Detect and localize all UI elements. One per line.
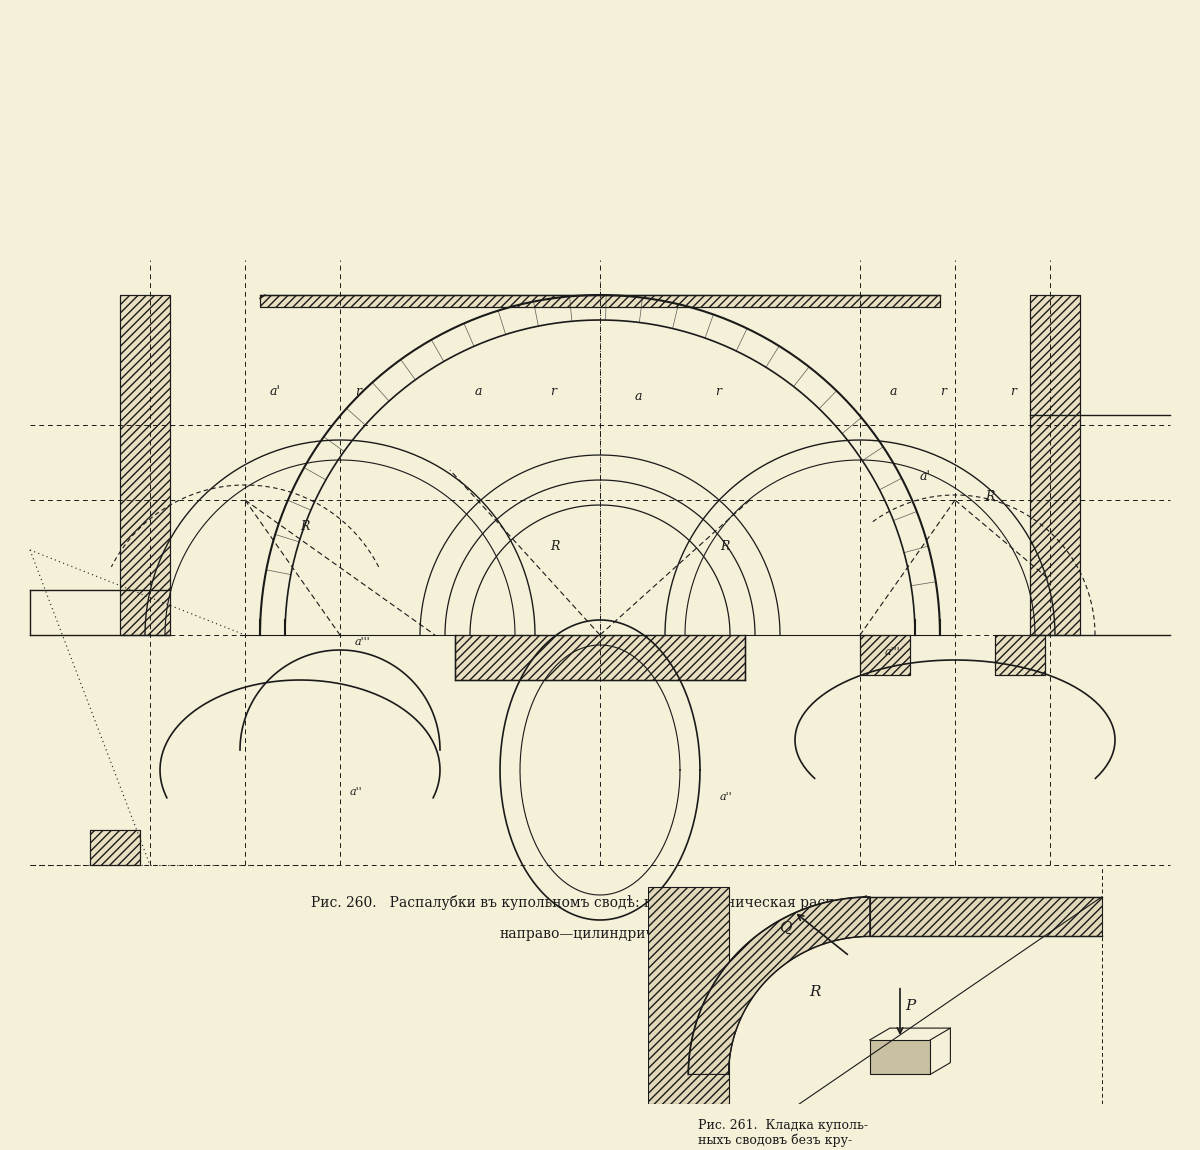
- Bar: [260, 296, 940, 307]
- Bar: [995, 635, 1045, 675]
- Text: a''': a''': [886, 647, 901, 657]
- Bar: [995, 635, 1045, 675]
- Text: r: r: [1010, 385, 1016, 398]
- Text: r: r: [550, 385, 556, 398]
- Text: P: P: [905, 999, 916, 1013]
- Text: R: R: [300, 520, 310, 532]
- Text: a'': a'': [350, 787, 362, 797]
- Bar: [260, 296, 940, 307]
- Text: a': a': [920, 470, 931, 483]
- Text: r: r: [940, 385, 946, 398]
- Text: r: r: [355, 385, 361, 398]
- Text: a': a': [270, 385, 281, 398]
- Text: R: R: [985, 490, 995, 503]
- Text: a: a: [635, 390, 642, 402]
- Text: r: r: [715, 385, 721, 398]
- Bar: [455, 635, 745, 680]
- Text: R: R: [720, 540, 730, 553]
- Text: a: a: [890, 385, 898, 398]
- Bar: [90, 830, 140, 865]
- Polygon shape: [870, 897, 1102, 936]
- Text: Рис. 261.  Кладка куполь-
ныхъ сводовъ безъ кру-
жалъ.: Рис. 261. Кладка куполь- ныхъ сводовъ бе…: [698, 1119, 869, 1150]
- Bar: [1030, 296, 1080, 635]
- Bar: [120, 296, 170, 635]
- Text: a''': a''': [355, 637, 371, 647]
- Polygon shape: [689, 897, 870, 1074]
- Bar: [860, 635, 910, 675]
- Text: направо—цилиндрическая.: направо—цилиндрическая.: [499, 927, 701, 941]
- Text: R: R: [550, 540, 559, 553]
- Text: R: R: [809, 984, 821, 998]
- Text: Рис. 260.   Распалубки въ купольномъ сводѣ: налѣво—коническая распалубка;: Рис. 260. Распалубки въ купольномъ сводѣ…: [311, 895, 889, 910]
- Bar: [120, 296, 170, 635]
- Text: a'': a'': [720, 792, 733, 802]
- Text: Q: Q: [779, 920, 792, 935]
- Bar: [1030, 296, 1080, 635]
- Bar: [90, 830, 140, 865]
- Bar: [870, 1040, 930, 1074]
- Polygon shape: [648, 887, 728, 1104]
- Bar: [455, 635, 745, 680]
- Bar: [860, 635, 910, 675]
- Text: a: a: [475, 385, 482, 398]
